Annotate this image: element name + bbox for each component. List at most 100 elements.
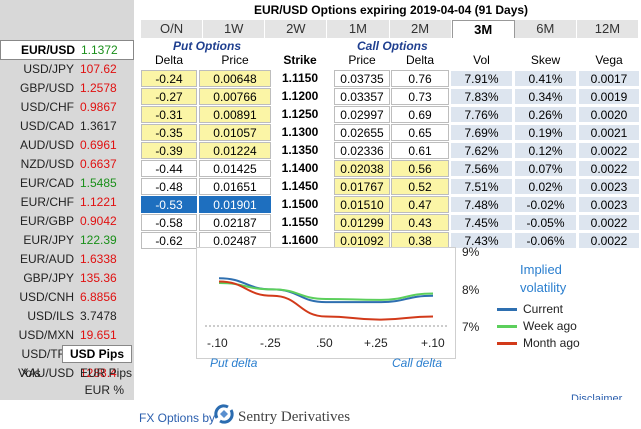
tab-1w[interactable]: 1W (203, 20, 266, 38)
cell-call-delta[interactable]: 0.61 (391, 142, 449, 159)
pair-row-eur-gbp[interactable]: EUR/GBP 0.9042 (0, 211, 134, 230)
cell-call-delta[interactable]: 0.43 (391, 214, 449, 231)
cell-put-price[interactable]: 0.01057 (199, 124, 271, 141)
cell-skew[interactable]: 0.02% (514, 178, 577, 195)
pair-row-eur-chf[interactable]: EUR/CHF 1.1221 (0, 192, 134, 211)
cell-vega[interactable]: 0.0020 (578, 106, 640, 123)
cell-call-delta[interactable]: 0.76 (391, 70, 449, 87)
cell-skew[interactable]: 0.07% (514, 160, 577, 177)
cell-call-price[interactable]: 0.03357 (334, 88, 390, 105)
pair-row-eur-aud[interactable]: EUR/AUD 1.6338 (0, 249, 134, 268)
cell-put-delta[interactable]: -0.58 (141, 214, 197, 231)
cell-put-delta[interactable]: -0.35 (141, 124, 197, 141)
cell-put-price[interactable]: 0.01901 (199, 196, 271, 213)
tab-6m[interactable]: 6M (514, 20, 577, 38)
cell-put-price[interactable]: 0.00766 (199, 88, 271, 105)
cell-vega[interactable]: 0.0021 (578, 124, 640, 141)
cell-vol[interactable]: 7.76% (450, 106, 513, 123)
cell-vol[interactable]: 7.48% (450, 196, 513, 213)
cell-call-price[interactable]: 0.02336 (334, 142, 390, 159)
cell-call-delta[interactable]: 0.47 (391, 196, 449, 213)
cell-put-delta[interactable]: -0.48 (141, 178, 197, 195)
tab-3m[interactable]: 3M (451, 20, 515, 38)
cell-call-price[interactable]: 0.01299 (334, 214, 390, 231)
cell-put-price[interactable]: 0.02187 (199, 214, 271, 231)
cell-put-price[interactable]: 0.00648 (199, 70, 271, 87)
cell-skew[interactable]: 0.26% (514, 106, 577, 123)
cell-vol[interactable]: 7.56% (450, 160, 513, 177)
cell-call-price[interactable]: 0.03735 (334, 70, 390, 87)
cell-skew[interactable]: -0.02% (514, 196, 577, 213)
cell-call-delta[interactable]: 0.73 (391, 88, 449, 105)
cell-put-delta[interactable]: -0.44 (141, 160, 197, 177)
pair-row-eur-usd[interactable]: EUR/USD 1.1372 (0, 40, 134, 60)
cell-vol[interactable]: 7.69% (450, 124, 513, 141)
cell-vega[interactable]: 0.0023 (578, 178, 640, 195)
pair-row-aud-usd[interactable]: AUD/USD 0.6961 (0, 135, 134, 154)
cell-vega[interactable]: 0.0023 (578, 196, 640, 213)
tab-2w[interactable]: 2W (265, 20, 328, 38)
pair-rate: 0.6961 (80, 137, 117, 152)
tab-1m[interactable]: 1M (327, 20, 390, 38)
pair-row-usd-chf[interactable]: USD/CHF 0.9867 (0, 97, 134, 116)
cell-vega[interactable]: 0.0017 (578, 70, 640, 87)
cell-call-delta[interactable]: 0.56 (391, 160, 449, 177)
pair-row-eur-cad[interactable]: EUR/CAD 1.5485 (0, 173, 134, 192)
pair-row-nzd-usd[interactable]: NZD/USD 0.6637 (0, 154, 134, 173)
eur-pips-option[interactable]: EUR Pips (79, 366, 132, 380)
brand-name[interactable]: Sentry Derivatives (238, 409, 351, 425)
series-line-week-ago (218, 282, 434, 301)
cell-put-delta[interactable]: -0.27 (141, 88, 197, 105)
cell-vol[interactable]: 7.43% (450, 232, 513, 249)
cell-vega[interactable]: 0.0022 (578, 214, 640, 231)
cell-call-delta[interactable]: 0.52 (391, 178, 449, 195)
cell-vega[interactable]: 0.0022 (578, 232, 640, 249)
cell-call-delta[interactable]: 0.38 (391, 232, 449, 249)
cell-put-delta[interactable]: -0.31 (141, 106, 197, 123)
cell-skew[interactable]: 0.19% (514, 124, 577, 141)
cell-skew[interactable]: 0.12% (514, 142, 577, 159)
pair-row-gbp-usd[interactable]: GBP/USD 1.2578 (0, 78, 134, 97)
cell-put-delta[interactable]: -0.62 (141, 232, 197, 249)
cell-vol[interactable]: 7.62% (450, 142, 513, 159)
cell-call-delta[interactable]: 0.69 (391, 106, 449, 123)
cell-put-delta[interactable]: -0.24 (141, 70, 197, 87)
pair-row-usd-jpy[interactable]: USD/JPY 107.62 (0, 59, 134, 78)
pair-row-usd-mxn[interactable]: USD/MXN 19.651 (0, 325, 134, 344)
eur-percent-option[interactable]: EUR % (84, 383, 124, 397)
cell-put-delta[interactable]: -0.39 (141, 142, 197, 159)
cell-call-delta[interactable]: 0.65 (391, 124, 449, 141)
tab-12m[interactable]: 12M (576, 20, 639, 38)
tab-2m[interactable]: 2M (389, 20, 452, 38)
cell-vega[interactable]: 0.0019 (578, 88, 640, 105)
cell-skew[interactable]: 0.41% (514, 70, 577, 87)
pair-row-gbp-jpy[interactable]: GBP/JPY 135.36 (0, 268, 134, 287)
pair-row-xau-usd[interactable]: XAU/USD 1288.4 (0, 363, 134, 382)
cell-vega[interactable]: 0.0022 (578, 142, 640, 159)
cell-vega[interactable]: 0.0022 (578, 160, 640, 177)
tab-on[interactable]: O/N (141, 20, 204, 38)
cell-vol[interactable]: 7.51% (450, 178, 513, 195)
cell-call-price[interactable]: 0.02997 (334, 106, 390, 123)
cell-skew[interactable]: 0.34% (514, 88, 577, 105)
cell-call-price[interactable]: 0.02655 (334, 124, 390, 141)
pair-row-usd-cnh[interactable]: USD/CNH 6.8856 (0, 287, 134, 306)
cell-vol[interactable]: 7.83% (450, 88, 513, 105)
cell-vol[interactable]: 7.91% (450, 70, 513, 87)
cell-put-price[interactable]: 0.01224 (199, 142, 271, 159)
cell-put-price[interactable]: 0.01425 (199, 160, 271, 177)
cell-call-price[interactable]: 0.01510 (334, 196, 390, 213)
vols-option[interactable]: Vols (18, 366, 41, 380)
pair-row-usd-cad[interactable]: USD/CAD 1.3617 (0, 116, 134, 135)
cell-put-price[interactable]: 0.01651 (199, 178, 271, 195)
pair-row-usd-ils[interactable]: USD/ILS 3.7478 (0, 306, 134, 325)
cell-skew[interactable]: -0.06% (514, 232, 577, 249)
cell-put-delta[interactable]: -0.53 (141, 196, 197, 213)
cell-call-price[interactable]: 0.02038 (334, 160, 390, 177)
usd-pips-button[interactable]: USD Pips (62, 345, 132, 363)
cell-vol[interactable]: 7.45% (450, 214, 513, 231)
cell-put-price[interactable]: 0.00891 (199, 106, 271, 123)
cell-call-price[interactable]: 0.01767 (334, 178, 390, 195)
cell-skew[interactable]: -0.05% (514, 214, 577, 231)
pair-row-eur-jpy[interactable]: EUR/JPY 122.39 (0, 230, 134, 249)
